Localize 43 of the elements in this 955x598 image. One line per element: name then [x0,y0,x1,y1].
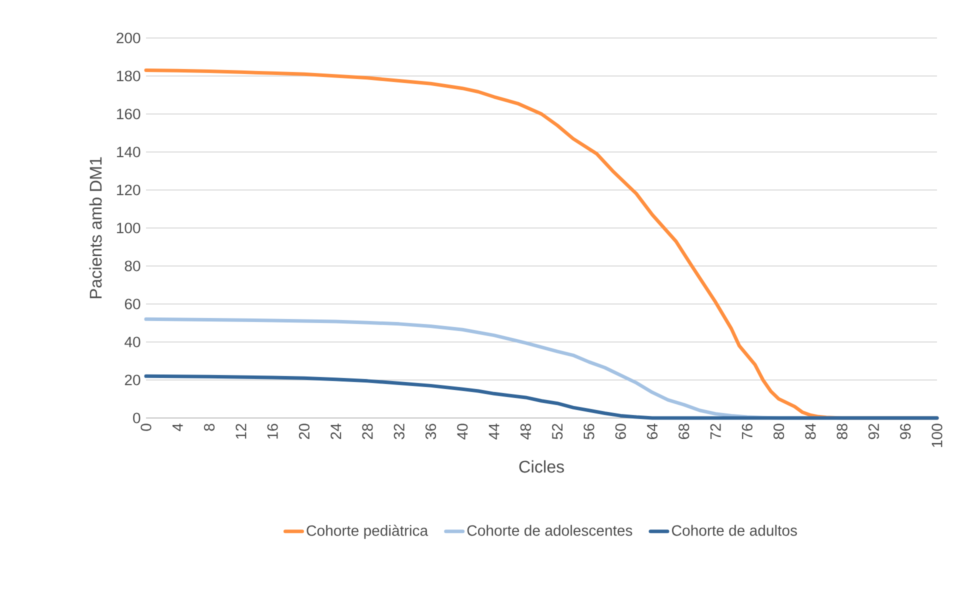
x-tick-label: 96 [900,424,911,440]
x-tick-label: 16 [267,424,278,439]
y-axis-title: Pacients amb DM1 [89,157,102,298]
x-tick-label: 100 [932,424,942,447]
x-tick-label: 40 [457,424,468,440]
x-tick-label: 20 [298,424,310,440]
x-tick-label: 44 [488,424,500,440]
x-tick-label: 4 [172,424,183,432]
y-tick-label: 20 [124,374,140,386]
x-tick-label: 92 [868,424,880,440]
x-tick-label: 36 [425,424,436,440]
x-tick-label: 48 [520,424,531,440]
x-tick-label: 80 [774,424,784,440]
x-tick-label: 0 [140,424,152,431]
x-tick-label: 68 [678,424,690,440]
y-tick-label: 100 [117,222,140,234]
x-tick-label: 12 [236,424,246,439]
y-tick-label: 80 [124,260,140,272]
y-tick-label: 160 [117,108,140,120]
legend-label: Cohorte de adultos [672,524,797,536]
x-axis-title: Cicles [519,460,564,473]
y-tick-label: 120 [117,184,140,196]
x-tick-label: 24 [330,424,342,440]
line-series [144,374,939,420]
x-tick-label: 76 [742,424,752,440]
x-tick-label: 84 [805,424,816,440]
x-tick-label: 8 [204,424,215,431]
x-tick-label: 60 [615,424,626,440]
y-tick-label: 40 [124,336,140,348]
legend-label: Cohorte de adolescentes [467,524,632,536]
x-tick-label: 52 [552,424,563,440]
y-tick-label: 0 [133,412,140,424]
x-tick-label: 88 [836,424,848,440]
y-tick-label: 200 [116,32,140,44]
legend-label: Cohorte pediàtrica [306,524,428,539]
x-tick-label: 28 [362,424,373,440]
x-tick-label: 32 [394,424,404,440]
y-tick-label: 140 [117,146,140,158]
y-tick-label: 180 [117,70,140,82]
x-tick-label: 64 [646,424,658,440]
x-tick-label: 56 [584,424,594,440]
x-tick-label: 72 [710,424,721,440]
y-tick-label: 60 [124,298,140,310]
